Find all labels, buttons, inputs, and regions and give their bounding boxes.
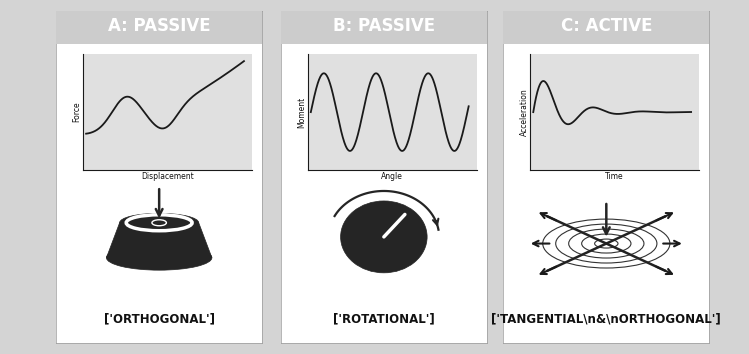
Text: B: PASSIVE: B: PASSIVE (333, 19, 435, 37)
Ellipse shape (120, 213, 198, 232)
Circle shape (341, 201, 427, 273)
Bar (281, 11, 487, 44)
Ellipse shape (152, 220, 166, 226)
Text: ['TANGENTIAL\n&\nORTHOGONAL']: ['TANGENTIAL\n&\nORTHOGONAL'] (491, 312, 721, 325)
Text: A: PASSIVE: A: PASSIVE (108, 19, 210, 37)
Polygon shape (106, 223, 212, 258)
Text: C: ACTIVE: C: ACTIVE (560, 17, 652, 35)
Text: ['ORTHOGONAL']: ['ORTHOGONAL'] (103, 312, 215, 325)
Text: C: ACTIVE: C: ACTIVE (560, 19, 652, 37)
Ellipse shape (106, 245, 212, 270)
Text: ['ROTATIONAL']: ['ROTATIONAL'] (333, 312, 434, 325)
X-axis label: Time: Time (605, 172, 624, 181)
Text: A: PASSIVE: A: PASSIVE (108, 17, 210, 35)
Text: B: PASSIVE: B: PASSIVE (333, 17, 435, 35)
Bar (56, 11, 262, 44)
X-axis label: Angle: Angle (381, 172, 403, 181)
Bar (503, 11, 709, 44)
X-axis label: Displacement: Displacement (141, 172, 194, 181)
Y-axis label: Moment: Moment (297, 97, 306, 128)
Y-axis label: Acceleration: Acceleration (520, 88, 529, 136)
Y-axis label: Force: Force (73, 102, 82, 122)
